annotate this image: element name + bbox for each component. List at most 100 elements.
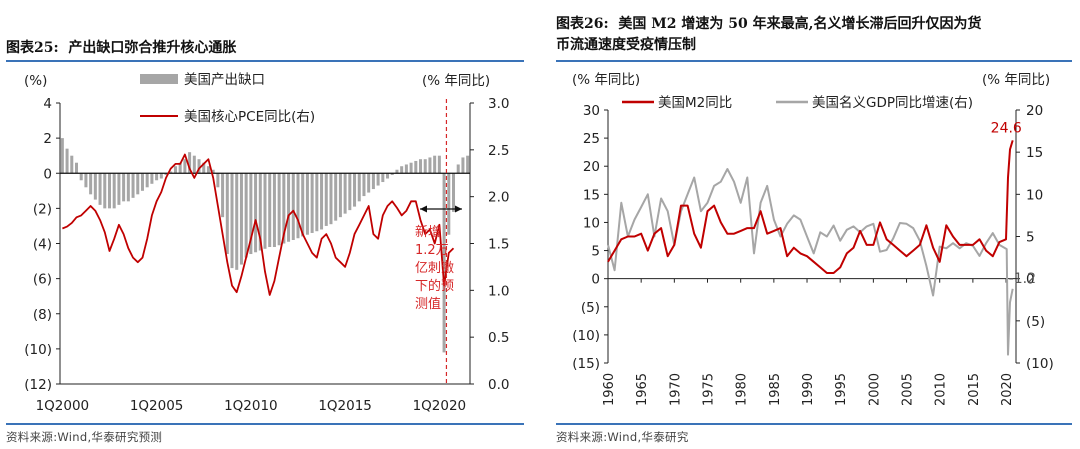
right-tick-label: 0.5 [488,330,509,346]
forecast-annotation-line: 1.2万 [415,243,449,258]
right-tick-label: 0.0 [488,377,509,393]
forecast-annotation-line: 测值 [415,296,441,312]
r-x-tick-label: 1980 [735,373,750,406]
output-gap-bar [315,173,319,232]
r-x-tick-label: 1985 [768,373,783,406]
output-gap-bar [112,173,116,209]
right-title-rule [556,60,1072,62]
r-left-tick-label: 25 [583,131,600,147]
left-title-text: 产出缺口弥合推升核心通胀 [68,40,237,56]
r-x-tick-label: 2010 [934,373,949,406]
output-gap-bar [395,169,399,174]
left-title-prefix: 图表25: [6,40,59,56]
output-gap-bar [197,159,201,174]
output-gap-bar [178,162,182,174]
right-axis-unit: (% 年同比) [422,73,490,89]
left-tick-label: (12) [24,377,52,393]
output-gap-bar [249,173,253,255]
output-gap-bar [367,173,371,193]
left-source: 资料来源:Wind,华泰研究预测 [6,430,163,444]
forecast-annotation-line: 新增 [415,224,441,240]
core-pce-line [62,153,455,296]
output-gap-bar [362,173,366,197]
r-x-tick-label: 2020 [1000,373,1015,406]
x-tick-label: 1Q2015 [318,398,372,414]
output-gap-bar [140,173,144,191]
output-gap-bar [159,173,163,179]
output-gap-bar [211,169,215,174]
left-chart-title: 图表25: 产出缺口弥合推升核心通胀 [6,38,236,59]
output-gap-bar [442,173,446,353]
left-tick-label: (8) [33,307,52,323]
r-x-tick-label: 1970 [668,373,683,406]
right-tick-label: 2.5 [488,143,509,159]
left-title-rule [6,60,524,62]
r-right-axis-unit: (% 年同比) [982,72,1050,88]
r-x-tick-label: 1975 [702,373,717,406]
output-gap-bar [272,173,276,248]
output-gap-bar [258,173,262,251]
output-gap-bar [93,173,97,200]
nominal-gdp-line [607,168,1014,356]
output-gap-bar [145,173,149,188]
output-gap-bar [305,173,309,235]
output-gap-bar [239,173,243,265]
output-gap-bar [409,162,413,174]
r-left-tick-label: 20 [583,159,600,175]
output-gap-bar [126,173,130,202]
output-gap-bar [183,159,187,174]
right-tick-label: 1.0 [488,283,509,299]
forecast-arrow-head-right [455,205,462,213]
right-title-line2: 币流通速度受疫情压制 [556,37,696,53]
left-tick-label: (6) [33,272,52,288]
output-gap-bar [169,171,173,174]
output-gap-bar [381,173,385,183]
legend-bar-swatch [140,74,178,84]
r-left-tick-label: 0 [591,272,600,288]
output-gap-bar [89,173,93,195]
output-gap-bar [296,173,300,239]
output-gap-bar [244,173,248,258]
left-tick-label: (10) [24,342,52,358]
right-source-rule [556,423,1072,425]
x-tick-label: 1Q2000 [36,398,90,414]
output-gap-bar [131,173,135,198]
output-gap-bar [466,155,470,174]
output-gap-bar [136,173,140,195]
x-tick-label: 1Q2020 [413,398,467,414]
output-gap-bar [343,173,347,214]
left-tick-label: 4 [43,96,52,112]
output-gap-bar [263,173,267,249]
output-gap-bar [122,173,126,202]
gdp-last-value-label: -1.2 [1009,271,1036,287]
output-gap-bar [164,173,168,176]
x-tick-label: 1Q2005 [130,398,184,414]
output-gap-bar [155,173,159,181]
m2-last-value-label: 24.6 [991,120,1022,136]
output-gap-bar [400,166,404,174]
output-gap-bar [320,173,324,230]
output-gap-bar [103,173,107,209]
output-gap-bar [461,157,465,174]
r-legend-m2-label: 美国M2同比 [658,95,732,111]
m2-growth-line [607,140,1014,274]
output-gap-bar [60,138,64,174]
output-gap-bar [419,159,423,174]
left-axis-unit: (%) [24,73,47,89]
r-x-tick-label: 1995 [834,373,849,406]
left-tick-label: 2 [43,131,52,147]
output-gap-bar [70,155,74,174]
output-gap-bar [254,173,258,253]
output-gap-bar [117,173,121,205]
output-gap-bar [65,148,69,174]
r-left-tick-label: 30 [583,103,600,119]
r-right-tick-label: (10) [1026,356,1054,372]
r-x-tick-label: 2015 [967,373,982,406]
r-right-tick-label: 20 [1026,103,1043,119]
forecast-annotation-line: 下的预 [415,278,454,294]
right-title-prefix: 图表26: [556,16,609,32]
r-right-tick-label: 15 [1026,145,1043,161]
output-gap-bar [390,173,394,176]
right-tick-label: 3.0 [488,96,509,112]
forecast-annotation-line: 亿刺激 [415,261,454,276]
